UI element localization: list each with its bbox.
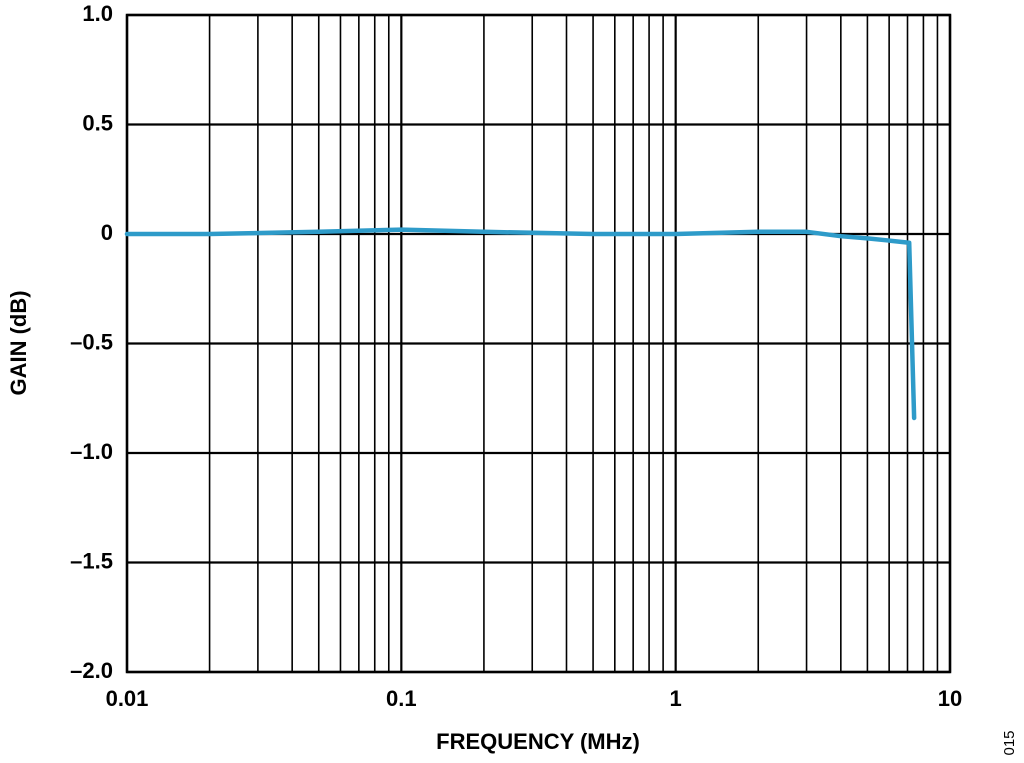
y-axis-title: GAIN (dB): [6, 290, 31, 395]
x-tick-label: 0.01: [106, 686, 149, 711]
y-tick-label: –2.0: [70, 658, 113, 683]
figure-id: 015: [1001, 730, 1018, 755]
x-tick-label: 1: [670, 686, 682, 711]
y-tick-label: –1.5: [70, 548, 113, 573]
y-tick-label: 0: [101, 220, 113, 245]
plot-frame: [125, 13, 952, 674]
y-tick-label: 0.5: [82, 110, 113, 135]
x-axis-title: FREQUENCY (MHz): [436, 729, 640, 754]
x-tick-label: 10: [938, 686, 962, 711]
y-tick-label: –0.5: [70, 329, 113, 354]
y-tick-label: –1.0: [70, 439, 113, 464]
y-tick-label: 1.0: [82, 1, 113, 26]
x-tick-label: 0.1: [386, 686, 417, 711]
data-line: [124, 227, 917, 421]
